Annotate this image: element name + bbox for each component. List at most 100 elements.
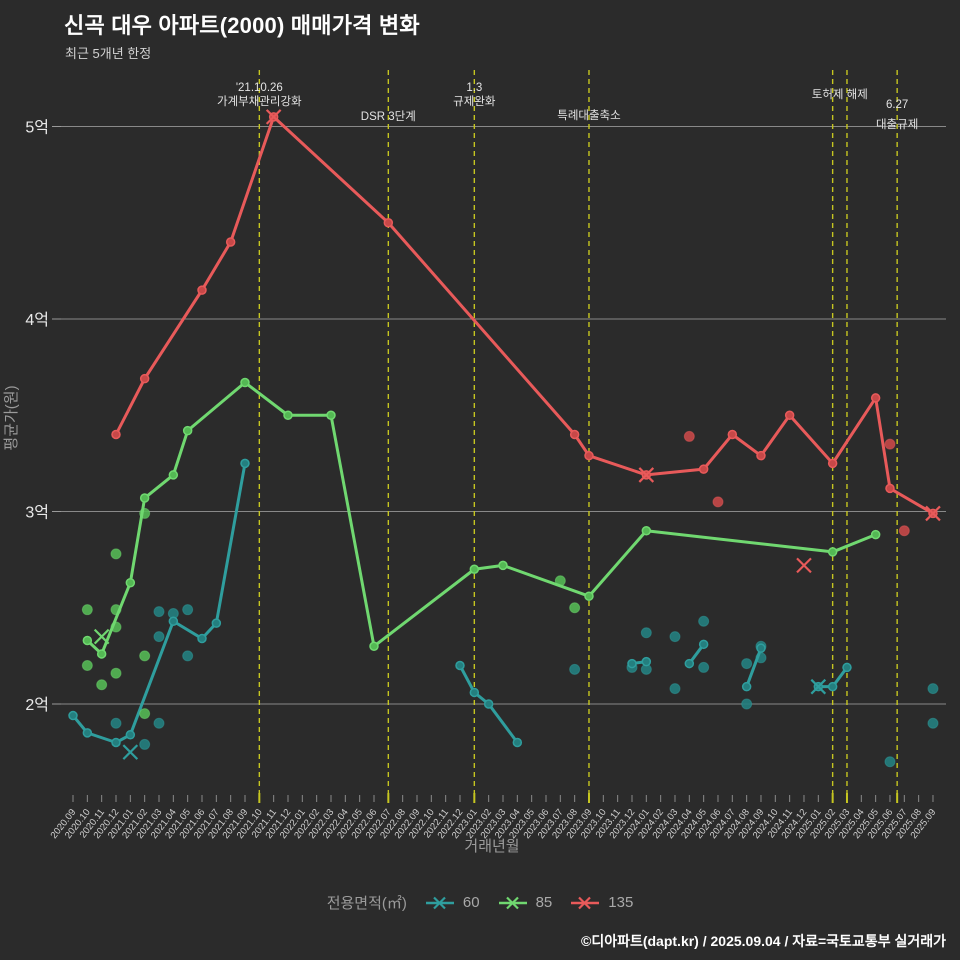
vertex-point — [111, 737, 121, 748]
vertex-point — [82, 728, 93, 738]
legend-item-85: 85 — [498, 894, 553, 911]
vertex-point — [82, 635, 93, 646]
scatter-point — [640, 627, 652, 639]
vertex-point — [139, 373, 150, 384]
vertex-point — [197, 633, 207, 644]
scatter-point — [683, 430, 695, 442]
vertex-point — [870, 393, 881, 403]
y-tick-label: 5억 — [25, 119, 49, 137]
vertex-point — [498, 560, 508, 571]
vertex-point — [225, 237, 236, 247]
x-axis-title: 거래년월 — [464, 838, 519, 855]
scatter-point — [153, 606, 165, 618]
vertex-point — [512, 737, 523, 748]
vertex-point — [698, 639, 709, 650]
legend-label-85: 85 — [535, 894, 553, 911]
x-marker — [265, 109, 282, 125]
series-line — [85, 381, 878, 656]
scatter-point — [110, 548, 122, 560]
vertex-point — [827, 547, 838, 557]
vertex-point — [842, 662, 852, 673]
line-x-marker-icon — [498, 896, 527, 909]
vertex-point — [584, 591, 594, 601]
scatter-point — [698, 615, 710, 627]
scatter-point — [884, 756, 896, 768]
scatter-point — [96, 679, 108, 691]
vertex-point — [569, 429, 580, 440]
scatter-point — [927, 717, 939, 729]
vertex-point — [326, 410, 336, 420]
vertex-point — [756, 450, 766, 461]
legend-label-135: 135 — [608, 894, 634, 911]
vertex-point — [756, 643, 766, 653]
vertex-point — [283, 410, 293, 420]
vertex-point — [641, 526, 652, 536]
vertex-point — [197, 285, 207, 295]
scatter-point — [139, 738, 151, 750]
scatter-point — [884, 438, 896, 450]
vertex-point — [211, 618, 222, 628]
scatter-point — [153, 631, 165, 643]
vertex-point — [469, 564, 480, 574]
vertex-point — [168, 470, 179, 480]
vertex-point — [455, 660, 465, 671]
legend-item-135: 135 — [570, 894, 633, 911]
event-label: 가계부채관리강화 — [217, 95, 302, 108]
footer-credit: ©디아파트(dapt.kr) / 2025.09.04 / 자료=국토교통부 실… — [581, 933, 946, 949]
event-label: 토허제 해제 — [812, 88, 868, 101]
scatter-point — [153, 717, 165, 729]
vertex-point — [182, 425, 193, 436]
series-line — [114, 115, 935, 515]
x-axis — [72, 795, 934, 802]
x-marker — [810, 678, 827, 695]
scatter-point — [898, 525, 910, 537]
vertex-point — [870, 529, 881, 540]
scatter-point — [741, 698, 753, 710]
page-subtitle: 최근 5개년 한정 — [65, 46, 152, 61]
legend-title: 전용면적(㎡) — [326, 895, 407, 912]
y-tick-label: 3억 — [25, 504, 49, 522]
scatter-point — [110, 717, 122, 729]
x-marker — [638, 467, 655, 483]
page-title: 신곡 대우 아파트(2000) 매매가격 변화 — [64, 13, 420, 38]
vertex-point — [684, 658, 695, 669]
vertex-point — [240, 377, 250, 388]
vertex-point — [827, 681, 838, 692]
gridlines — [52, 126, 946, 705]
legend-item-60: 60 — [425, 894, 480, 911]
vertex-point — [125, 577, 136, 588]
vertex-point — [469, 687, 480, 698]
vertex-point — [139, 493, 150, 503]
y-axis-title: 평균가(원) — [3, 385, 20, 450]
x-marker — [796, 557, 812, 574]
x-marker — [93, 628, 110, 645]
vertex-point — [827, 458, 838, 469]
vertex-point — [383, 218, 394, 228]
line-x-marker-icon — [425, 896, 454, 909]
line-x-marker-icon — [571, 896, 600, 909]
scatter-point — [669, 631, 681, 643]
scatter-point — [698, 661, 710, 673]
event-label: DSR 3단계 — [361, 110, 416, 123]
scatter-point — [139, 708, 151, 720]
vertex-point — [698, 464, 709, 474]
series-line — [71, 461, 247, 744]
scatter-point — [569, 663, 581, 675]
series-135 — [111, 109, 941, 574]
scatter-point — [81, 660, 93, 671]
vertex-point — [369, 641, 379, 651]
vertex-point — [111, 429, 121, 440]
legend-label-60: 60 — [462, 894, 480, 911]
y-tick-label: 4억 — [25, 311, 49, 329]
vertex-point — [125, 730, 136, 740]
vertex-point — [68, 710, 78, 721]
y-tick-label: 2억 — [25, 696, 49, 714]
scatter-point — [927, 683, 939, 695]
series-60 — [68, 458, 939, 768]
series-line — [745, 646, 763, 689]
vertex-point — [240, 458, 250, 469]
legend: 전용면적(㎡) 60 85 135 — [0, 892, 960, 913]
x-marker — [925, 505, 941, 522]
